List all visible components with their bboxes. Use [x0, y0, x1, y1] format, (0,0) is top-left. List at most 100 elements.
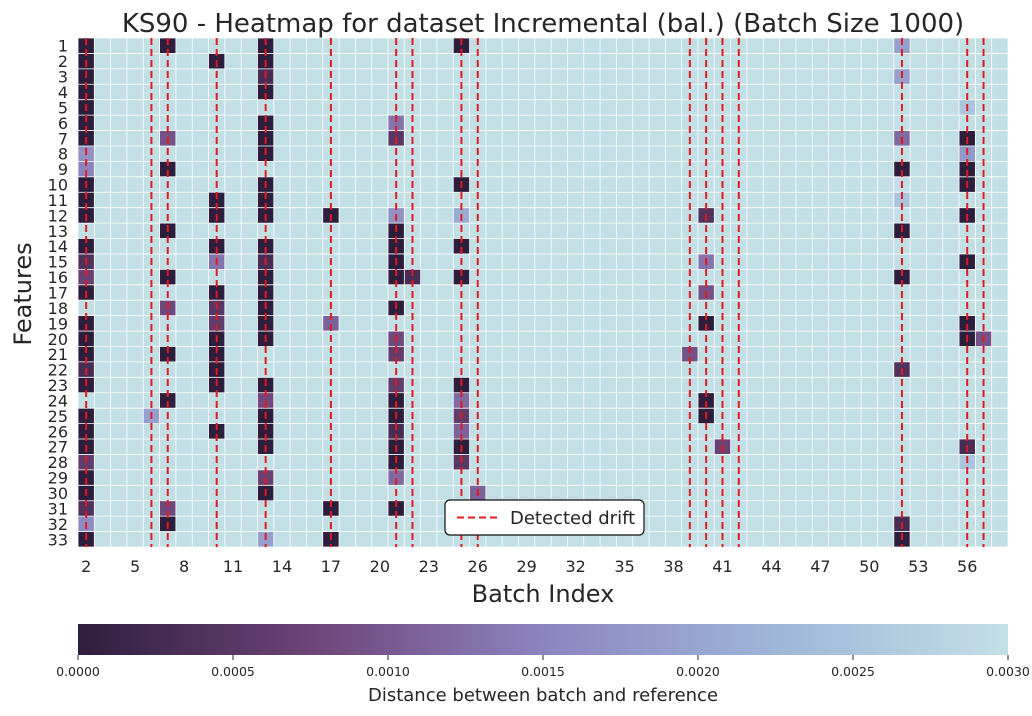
heatmap-cell — [159, 392, 176, 409]
y-tick-label: 24 — [48, 391, 68, 410]
heatmap-cell — [959, 315, 976, 332]
heatmap-cell — [257, 84, 274, 100]
heatmap-cell — [681, 346, 698, 362]
heatmap-cell — [78, 346, 95, 362]
y-tick-label: 32 — [48, 515, 68, 534]
colorbar-tick-label: 0.0030 — [986, 664, 1030, 679]
heatmap-cell — [257, 238, 274, 254]
x-tick-labels: 2 5 8 11 14 17 20 23 26 29 32 35 38 41 44 47 50 53 56 — [81, 557, 977, 576]
y-tick-label: 14 — [48, 237, 68, 256]
heatmap-cell — [453, 423, 470, 440]
y-tick-label: 27 — [48, 438, 68, 457]
heatmap-cell — [78, 269, 95, 285]
heatmap-cell — [257, 315, 274, 332]
colorbar-tick-label: 0.0020 — [676, 664, 720, 679]
y-tick-label: 4 — [58, 83, 68, 102]
heatmap-cell — [893, 161, 911, 177]
x-tick-label: 26 — [468, 557, 488, 576]
heatmap-cell — [388, 115, 405, 131]
heatmap-cell — [208, 315, 225, 332]
x-tick-label: 17 — [321, 557, 341, 576]
x-tick-label: 53 — [908, 557, 928, 576]
heatmap-cell — [159, 346, 176, 362]
y-tick-label: 2 — [58, 52, 68, 71]
x-tick-label: 29 — [517, 557, 537, 576]
y-tick-label: 30 — [48, 484, 68, 503]
heatmap-cell — [257, 269, 274, 285]
heatmap-cell — [893, 269, 911, 285]
x-tick-label: 44 — [761, 557, 781, 576]
x-tick-label: 20 — [370, 557, 390, 576]
heatmap-cell — [698, 392, 715, 409]
y-tick-label: 26 — [48, 422, 68, 441]
heatmap-cell — [78, 238, 95, 254]
heatmap-cell — [453, 38, 470, 54]
heatmap-cell — [388, 238, 405, 254]
y-tick-label: 22 — [48, 361, 68, 380]
heatmap-cell — [959, 161, 976, 177]
heatmap-cell — [78, 192, 95, 208]
x-tick-label: 35 — [614, 557, 634, 576]
y-tick-label: 11 — [48, 191, 68, 210]
heatmap-cell — [322, 500, 340, 517]
heatmap-cell — [893, 38, 911, 54]
y-tick-label: 12 — [48, 206, 68, 225]
heatmap-cell — [159, 161, 176, 177]
y-tick-label: 25 — [48, 407, 68, 426]
heatmap-cell — [388, 500, 405, 517]
drift-lines — [85, 38, 985, 547]
plot-area — [77, 37, 1009, 548]
heatmap-cell — [388, 469, 405, 486]
heatmap-cell — [453, 238, 470, 254]
y-tick-label: 13 — [48, 222, 68, 241]
x-tick-label: 47 — [810, 557, 830, 576]
heatmap-cell — [78, 423, 95, 440]
x-tick-label: 23 — [419, 557, 439, 576]
y-tick-label: 28 — [48, 453, 68, 472]
y-tick-label: 18 — [48, 299, 68, 318]
y-tick-label: 8 — [58, 145, 68, 164]
y-tick-label: 15 — [48, 253, 68, 272]
legend: Detected drift — [444, 499, 645, 536]
heatmap-cell — [893, 192, 911, 208]
heatmap-cell — [78, 84, 95, 100]
colorbar-gradient — [78, 624, 1008, 655]
x-tick-label: 32 — [565, 557, 585, 576]
heatmap-cell — [78, 500, 95, 517]
heatmap-cell — [159, 38, 176, 54]
heatmap-cell — [78, 38, 95, 54]
heatmap-cell — [208, 346, 225, 362]
heatmap-cell — [257, 423, 274, 440]
y-tick-label: 19 — [48, 314, 68, 333]
x-tick-label: 14 — [272, 557, 292, 576]
y-tick-label: 29 — [48, 469, 68, 488]
colorbar-tick-label: 0.0000 — [56, 664, 100, 679]
heatmap-cell — [78, 469, 95, 486]
heatmap-cell — [388, 423, 405, 440]
colorbar-tick-label: 0.0025 — [831, 664, 875, 679]
y-tick-label: 10 — [48, 176, 68, 195]
legend-label: Detected drift — [510, 508, 635, 529]
y-tick-label: 7 — [58, 129, 68, 148]
x-axis-label: Batch Index — [472, 580, 615, 608]
y-tick-label: 31 — [48, 499, 68, 518]
heatmap-cell — [453, 392, 470, 409]
colorbar-tick-label: 0.0005 — [211, 664, 255, 679]
x-tick-label: 5 — [130, 557, 140, 576]
grid-lines — [77, 37, 1009, 548]
y-tick-label: 5 — [58, 98, 68, 117]
y-axis-label: Features — [9, 242, 37, 345]
heatmap-cell — [78, 115, 95, 131]
colorbar-tick-label: 0.0015 — [521, 664, 565, 679]
x-tick-label: 50 — [859, 557, 879, 576]
heatmap-cell — [404, 269, 421, 285]
y-tick-label: 23 — [48, 376, 68, 395]
heatmap-background — [78, 38, 1008, 547]
heatmap-cell — [257, 392, 274, 409]
colorbar-label: Distance between batch and reference — [368, 685, 718, 706]
heatmap-cell — [388, 269, 405, 285]
y-tick-label: 9 — [58, 160, 68, 179]
heatmap-cell — [322, 315, 340, 332]
heatmap-cell — [257, 469, 274, 486]
heatmap-cell — [388, 392, 405, 409]
